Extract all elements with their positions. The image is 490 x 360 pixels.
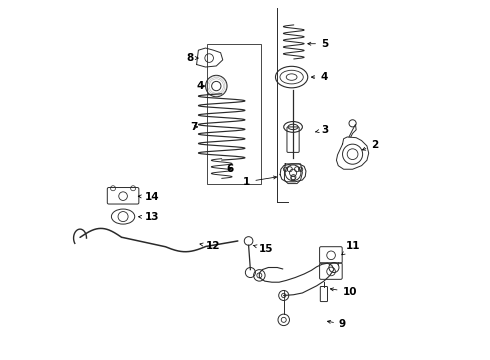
Bar bbox=[207, 44, 261, 184]
Text: 13: 13 bbox=[139, 212, 160, 222]
Text: 4: 4 bbox=[311, 72, 328, 82]
Text: 6: 6 bbox=[226, 163, 234, 174]
Text: 15: 15 bbox=[253, 244, 273, 254]
Text: 14: 14 bbox=[138, 192, 160, 202]
Text: 3: 3 bbox=[316, 125, 328, 135]
Text: 5: 5 bbox=[308, 39, 328, 49]
Text: 9: 9 bbox=[327, 319, 346, 329]
Text: 2: 2 bbox=[363, 140, 378, 150]
Text: 1: 1 bbox=[243, 176, 276, 187]
Text: 12: 12 bbox=[200, 241, 221, 251]
Text: 10: 10 bbox=[330, 287, 357, 297]
Text: 7: 7 bbox=[190, 122, 197, 132]
Text: 8: 8 bbox=[187, 53, 198, 63]
Text: 4: 4 bbox=[196, 81, 205, 91]
Text: 11: 11 bbox=[342, 241, 360, 255]
